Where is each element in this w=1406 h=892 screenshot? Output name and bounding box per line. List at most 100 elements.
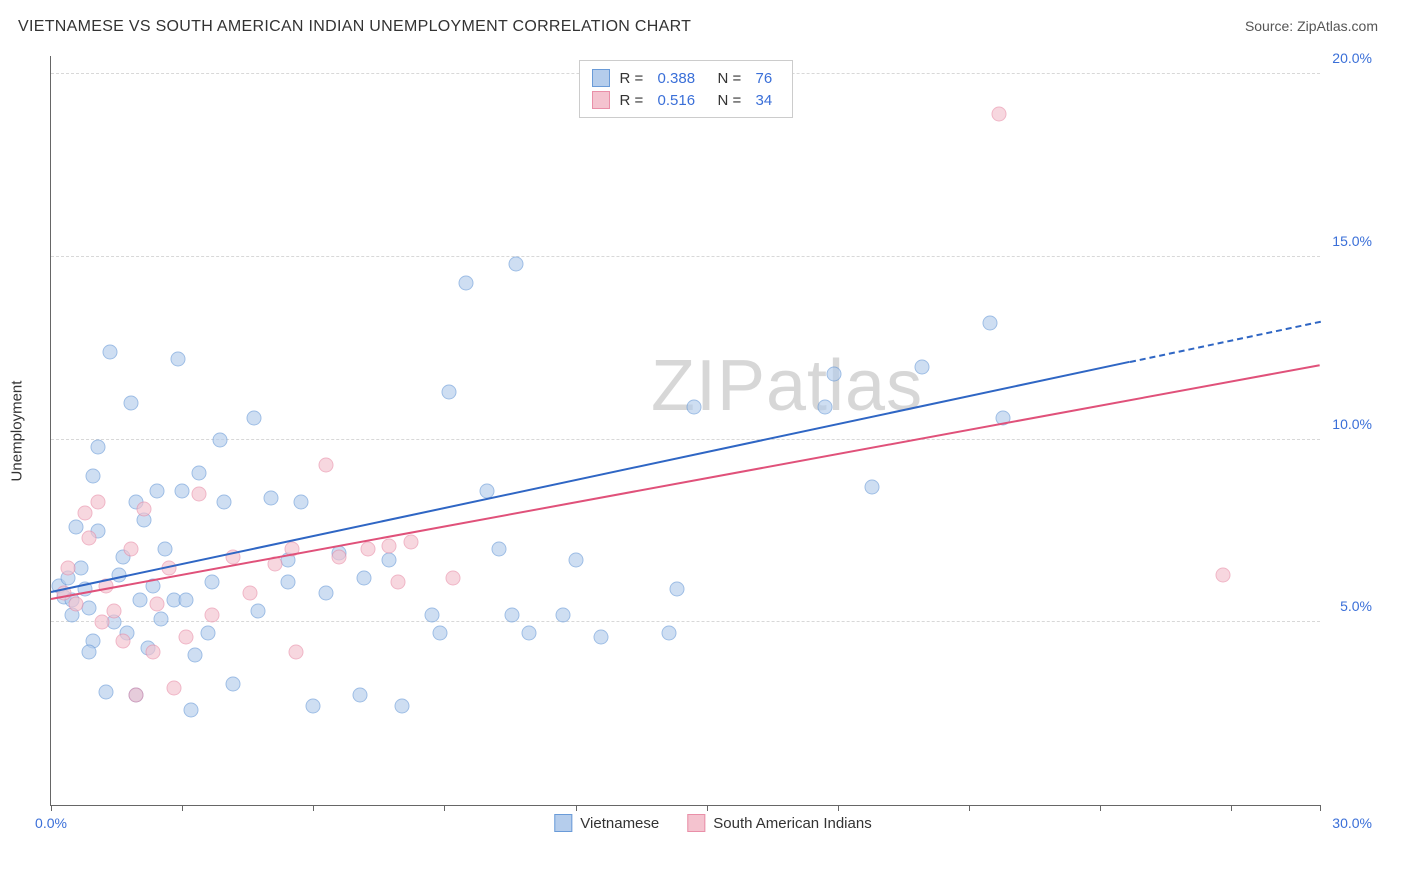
data-point [90, 439, 105, 454]
data-point [145, 644, 160, 659]
y-tick-label: 5.0% [1340, 598, 1372, 614]
data-point [137, 502, 152, 517]
data-point [403, 534, 418, 549]
data-point [200, 626, 215, 641]
x-tick [51, 805, 52, 811]
x-tick [838, 805, 839, 811]
data-point [331, 549, 346, 564]
data-point [382, 538, 397, 553]
legend-swatch [687, 814, 705, 832]
data-point [864, 480, 879, 495]
data-point [458, 275, 473, 290]
y-axis-label: Unemployment [9, 380, 26, 481]
data-point [593, 629, 608, 644]
data-point [69, 597, 84, 612]
data-point [175, 483, 190, 498]
data-point [318, 458, 333, 473]
data-point [179, 593, 194, 608]
y-tick-label: 20.0% [1332, 50, 1372, 66]
data-point [153, 611, 168, 626]
n-value: 76 [756, 70, 780, 87]
legend-item: South American Indians [687, 814, 871, 832]
data-point [115, 633, 130, 648]
x-tick-label: 30.0% [1332, 815, 1372, 831]
legend-label: South American Indians [713, 815, 871, 832]
r-value: 0.388 [658, 70, 708, 87]
data-point [289, 644, 304, 659]
data-point [424, 608, 439, 623]
plot-box: Unemployment ZIPatlas R =0.388N =76R =0.… [50, 56, 1320, 806]
data-point [492, 542, 507, 557]
data-point [251, 604, 266, 619]
data-point [98, 684, 113, 699]
data-point [124, 396, 139, 411]
data-point [670, 582, 685, 597]
legend-item: Vietnamese [554, 814, 659, 832]
data-point [86, 469, 101, 484]
data-point [555, 608, 570, 623]
data-point [69, 520, 84, 535]
data-point [60, 560, 75, 575]
data-point [149, 483, 164, 498]
data-point [187, 648, 202, 663]
legend-stats: R =0.388N =76R =0.516N =34 [579, 60, 793, 118]
data-point [357, 571, 372, 586]
legend-swatch [592, 91, 610, 109]
legend-stat-row: R = 0.388 N = 76 [592, 67, 780, 89]
data-point [983, 315, 998, 330]
x-tick [707, 805, 708, 811]
data-point [433, 626, 448, 641]
x-tick-label: 0.0% [35, 815, 67, 831]
gridline [51, 621, 1320, 622]
legend-series: Vietnamese South American Indians [554, 814, 871, 832]
legend-swatch [592, 69, 610, 87]
r-label: R = [620, 70, 648, 87]
data-point [318, 586, 333, 601]
data-point [192, 465, 207, 480]
data-point [204, 575, 219, 590]
data-point [280, 575, 295, 590]
data-point [242, 586, 257, 601]
data-point [686, 399, 701, 414]
x-tick [1100, 805, 1101, 811]
data-point [390, 575, 405, 590]
chart-title: VIETNAMESE VS SOUTH AMERICAN INDIAN UNEM… [18, 18, 691, 36]
data-point [128, 688, 143, 703]
x-tick [182, 805, 183, 811]
data-point [192, 487, 207, 502]
n-value: 34 [756, 92, 780, 109]
data-point [991, 107, 1006, 122]
trend-line-extrapolated [1129, 321, 1320, 363]
data-point [915, 359, 930, 374]
data-point [352, 688, 367, 703]
data-point [521, 626, 536, 641]
data-point [568, 553, 583, 568]
data-point [124, 542, 139, 557]
legend-label: Vietnamese [580, 815, 659, 832]
data-point [132, 593, 147, 608]
data-point [183, 703, 198, 718]
y-tick-label: 15.0% [1332, 233, 1372, 249]
data-point [441, 385, 456, 400]
gridline [51, 439, 1320, 440]
r-value: 0.516 [658, 92, 708, 109]
data-point [505, 608, 520, 623]
data-point [82, 531, 97, 546]
trend-line [51, 365, 1320, 601]
n-label: N = [718, 70, 746, 87]
chart-area: Unemployment ZIPatlas R =0.388N =76R =0.… [50, 56, 1376, 836]
source-label: Source: ZipAtlas.com [1245, 18, 1378, 34]
data-point [107, 604, 122, 619]
data-point [263, 491, 278, 506]
r-label: R = [620, 92, 648, 109]
x-tick [576, 805, 577, 811]
x-tick [1231, 805, 1232, 811]
data-point [661, 626, 676, 641]
data-point [170, 352, 185, 367]
data-point [818, 399, 833, 414]
data-point [158, 542, 173, 557]
data-point [225, 677, 240, 692]
data-point [395, 699, 410, 714]
x-tick [444, 805, 445, 811]
data-point [204, 608, 219, 623]
